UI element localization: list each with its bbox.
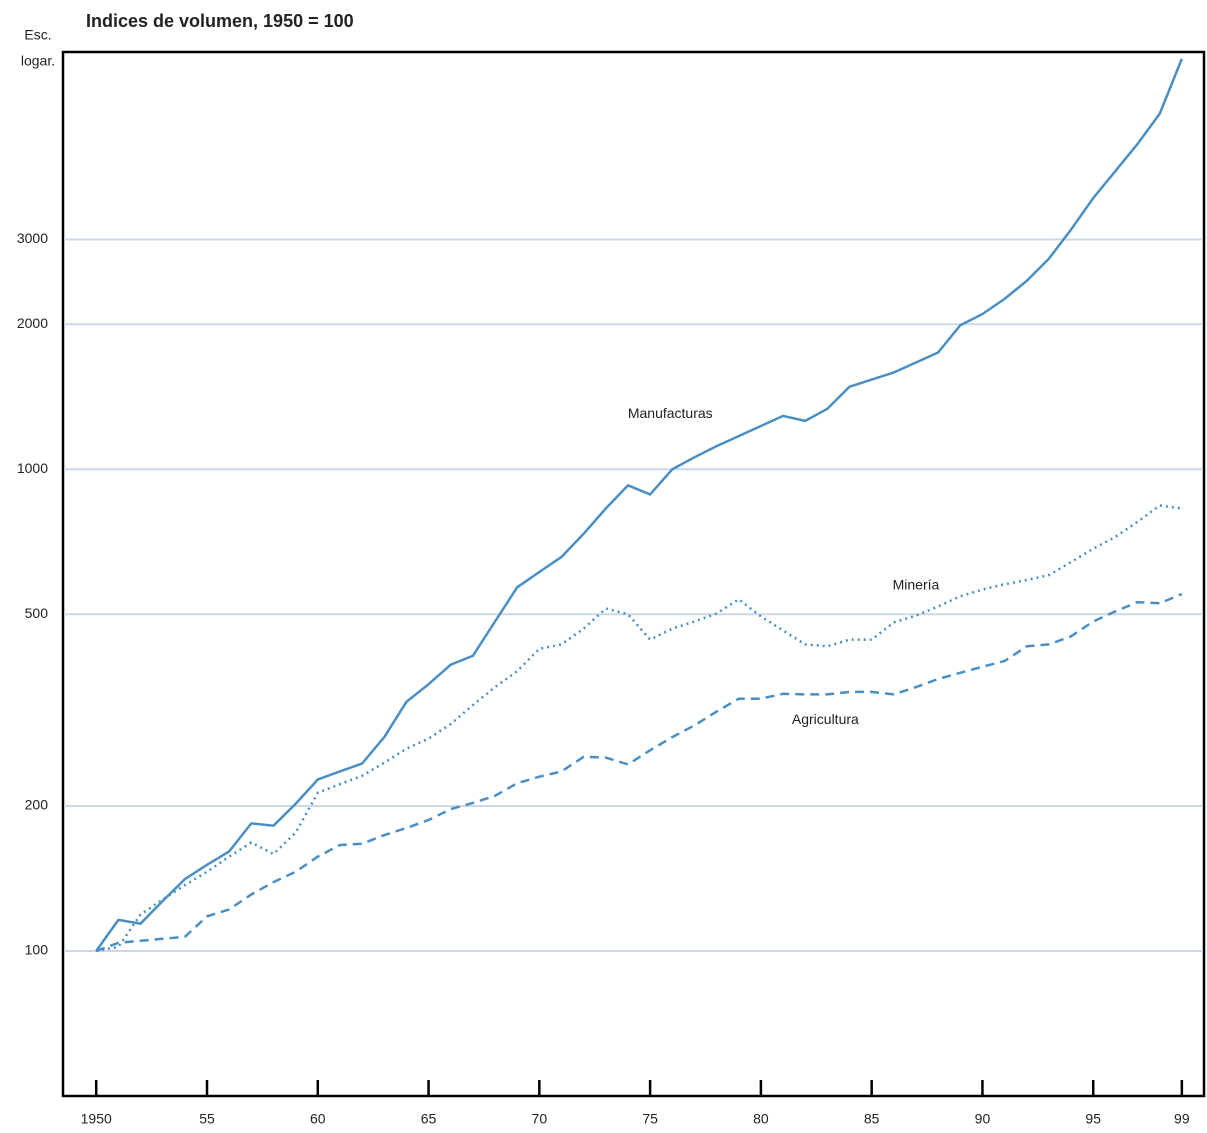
series-line (95, 504, 1182, 953)
x-tick-label: 85 (864, 1111, 880, 1127)
series-label: Manufacturas (628, 405, 713, 421)
y-tick-label: 200 (25, 797, 49, 813)
x-tick-label: 70 (532, 1111, 548, 1127)
series-line (95, 592, 1183, 953)
series-line (95, 58, 1183, 952)
y-tick-label: 3000 (17, 230, 48, 246)
x-tick-label: 75 (642, 1111, 658, 1127)
y-tick-label: 2000 (17, 315, 48, 331)
x-tick-label: 55 (199, 1111, 215, 1127)
y-tick-label: 1000 (17, 460, 48, 476)
series-label: Minería (893, 576, 940, 592)
y-axis-label: logar. (21, 53, 55, 69)
series-label: Agricultura (792, 711, 859, 727)
chart-title: Indices de volumen, 1950 = 100 (86, 11, 354, 31)
x-tick-label: 99 (1174, 1111, 1190, 1127)
plot-frame (61, 50, 1206, 1098)
y-tick-label: 500 (25, 605, 49, 621)
y-axis-label: Esc. (24, 27, 51, 43)
y-tick-label: 100 (25, 942, 49, 958)
x-tick-label: 60 (310, 1111, 326, 1127)
x-tick-label: 80 (753, 1111, 769, 1127)
x-tick-label: 1950 (81, 1111, 112, 1127)
x-tick-label: 95 (1085, 1111, 1101, 1127)
x-tick-label: 90 (975, 1111, 991, 1127)
x-tick-label: 65 (421, 1111, 437, 1127)
